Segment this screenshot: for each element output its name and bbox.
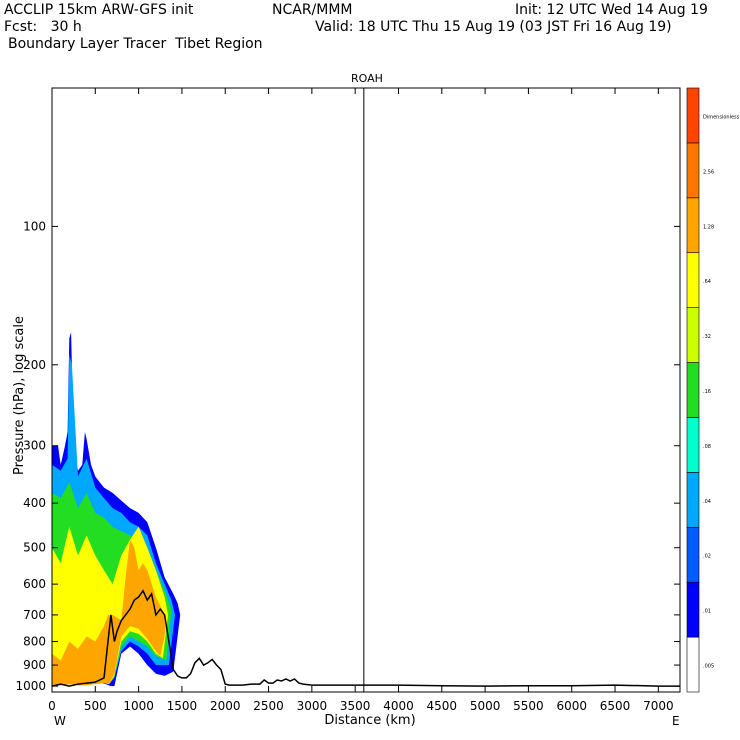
colorbar-segment-5: [686, 362, 700, 418]
header-line1-center: NCAR/MMM: [272, 2, 353, 18]
y-tick-label-9: 1000: [15, 679, 46, 693]
x-tick-label-9: 4500: [427, 699, 458, 713]
x-tick-label-6: 3000: [297, 699, 328, 713]
plot-title: ROAH: [351, 72, 383, 85]
colorbar-segment-8: [686, 197, 700, 254]
colorbar-segment-0: [686, 636, 700, 693]
y-tick-label-1: 200: [23, 358, 46, 372]
colorbar-segment-7: [686, 252, 700, 308]
header-line1-left: ACCLIP 15km ARW-GFS init: [4, 2, 194, 18]
x-tick-label-10: 5000: [470, 699, 501, 713]
header-line3-left: Boundary Layer Tracer Tibet Region: [8, 36, 263, 52]
y-tick-label-3: 400: [23, 496, 46, 510]
header-line1-right: Init: 12 UTC Wed 14 Aug 19: [515, 2, 708, 18]
x-tick-label-0: 0: [48, 699, 56, 713]
colorbar-label-5: .16: [703, 389, 711, 395]
colorbar-label-3: .04: [703, 499, 711, 505]
terrain-surface-line: [51, 589, 680, 687]
x-tick-label-14: 7000: [643, 699, 674, 713]
header-line2-right: Valid: 18 UTC Thu 15 Aug 19 (03 JST Fri …: [315, 19, 672, 35]
x-end-left-label: W: [54, 714, 66, 728]
y-tick-label-5: 600: [23, 577, 46, 591]
colorbar-segment-4: [686, 417, 700, 473]
x-axis-label: Distance (km): [324, 713, 416, 728]
colorbar-label-6: .32: [703, 334, 711, 340]
plot-frame: [51, 87, 681, 693]
x-tick-label-1: 500: [84, 699, 107, 713]
colorbar-label-1: .01: [703, 609, 711, 615]
x-tick-label-13: 6500: [600, 699, 631, 713]
y-tick-label-2: 300: [23, 439, 46, 453]
colorbar-label-10: Dimensionless: [703, 114, 740, 120]
colorbar-segment-1: [686, 581, 700, 638]
x-tick-label-8: 4000: [383, 699, 414, 713]
x-tick-label-5: 2500: [253, 699, 284, 713]
x-tick-label-11: 5500: [513, 699, 544, 713]
x-tick-label-3: 1500: [167, 699, 198, 713]
colorbar-label-0: .005: [703, 664, 714, 670]
colorbar-segment-3: [686, 472, 700, 528]
colorbar-label-2: .02: [703, 554, 711, 560]
colorbar-label-9: 2.56: [703, 169, 714, 175]
colorbar-segment-6: [686, 307, 700, 363]
x-tick-label-7: 3500: [340, 699, 371, 713]
x-tick-label-2: 1000: [123, 699, 154, 713]
colorbar-segment-9: [686, 142, 700, 199]
y-tick-label-7: 800: [23, 635, 46, 649]
colorbar-label-4: .08: [703, 444, 711, 450]
x-tick-label-12: 6000: [556, 699, 587, 713]
y-tick-label-4: 500: [23, 541, 46, 555]
y-tick-label-8: 900: [23, 658, 46, 672]
colorbar-label-7: .64: [703, 279, 711, 285]
colorbar-segment-10: [686, 87, 700, 144]
x-end-right-label: E: [672, 714, 680, 728]
header-line2-left: Fcst: 30 h: [4, 19, 82, 35]
colorbar-segment-2: [686, 526, 700, 583]
colorbar-label-8: 1.28: [703, 224, 714, 230]
x-tick-label-4: 2000: [210, 699, 241, 713]
tracer-layer-4: [52, 539, 166, 687]
y-tick-label-6: 700: [23, 608, 46, 622]
y-tick-label-0: 100: [23, 219, 46, 233]
